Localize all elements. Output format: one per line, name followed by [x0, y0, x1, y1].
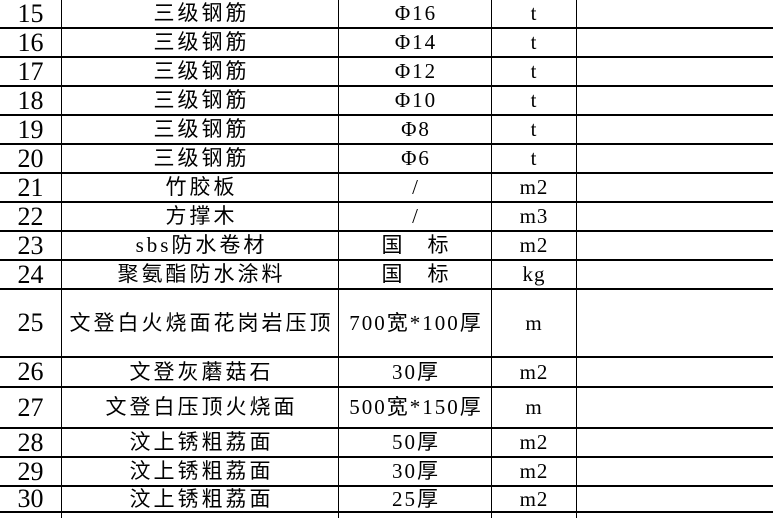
empty-value-cell [577, 87, 773, 116]
spec-cell: Φ14 [339, 29, 492, 58]
empty-value-cell [577, 145, 773, 174]
spec-cell: / [339, 203, 492, 232]
empty-value-cell [577, 487, 773, 513]
empty-value-cell [577, 116, 773, 145]
unit-cell: m2 [492, 174, 577, 203]
row-number-cell: 22 [0, 203, 62, 232]
spec-cell: 国 标 [339, 232, 492, 261]
empty-value-cell [577, 358, 773, 388]
empty-value-cell [577, 458, 773, 487]
material-name-cell: 汶上锈粗荔面 [62, 487, 339, 513]
row-number-cell: 29 [0, 458, 62, 487]
empty-value-cell [577, 261, 773, 290]
partial-row-cell [339, 513, 492, 518]
unit-cell: m [492, 290, 577, 358]
partial-row-cell [62, 513, 339, 518]
empty-value-cell [577, 58, 773, 87]
row-number-cell: 15 [0, 0, 62, 29]
row-number-cell: 19 [0, 116, 62, 145]
empty-value-cell [577, 0, 773, 29]
unit-cell: t [492, 87, 577, 116]
partial-row-cell [0, 513, 62, 518]
empty-value-cell [577, 174, 773, 203]
material-name-cell: 三级钢筋 [62, 0, 339, 29]
unit-cell: t [492, 0, 577, 29]
material-name-cell: 聚氨酯防水涂料 [62, 261, 339, 290]
unit-cell: m2 [492, 458, 577, 487]
row-number-cell: 24 [0, 261, 62, 290]
material-name-cell: 文登白火烧面花岗岩压顶 [62, 290, 339, 358]
spec-cell: Φ16 [339, 0, 492, 29]
material-name-cell: 汶上锈粗荔面 [62, 429, 339, 458]
material-name-cell: 汶上锈粗荔面 [62, 458, 339, 487]
material-name-cell: 文登灰蘑菇石 [62, 358, 339, 388]
row-number-cell: 16 [0, 29, 62, 58]
partial-row-cell [577, 513, 773, 518]
material-name-cell: 方撑木 [62, 203, 339, 232]
empty-value-cell [577, 29, 773, 58]
unit-cell: m [492, 388, 577, 429]
row-number-cell: 17 [0, 58, 62, 87]
partial-row-cell [492, 513, 577, 518]
spec-cell: Φ8 [339, 116, 492, 145]
unit-cell: t [492, 29, 577, 58]
unit-cell: m2 [492, 358, 577, 388]
spec-cell: 50厚 [339, 429, 492, 458]
material-name-cell: 竹胶板 [62, 174, 339, 203]
row-number-cell: 21 [0, 174, 62, 203]
spec-cell: 30厚 [339, 358, 492, 388]
empty-value-cell [577, 203, 773, 232]
row-number-cell: 27 [0, 388, 62, 429]
spec-cell: 500宽*150厚 [339, 388, 492, 429]
material-name-cell: 三级钢筋 [62, 58, 339, 87]
row-number-cell: 18 [0, 87, 62, 116]
spec-cell: 25厚 [339, 487, 492, 513]
unit-cell: t [492, 145, 577, 174]
row-number-cell: 26 [0, 358, 62, 388]
unit-cell: t [492, 116, 577, 145]
material-name-cell: sbs防水卷材 [62, 232, 339, 261]
row-number-cell: 28 [0, 429, 62, 458]
unit-cell: m2 [492, 487, 577, 513]
material-name-cell: 三级钢筋 [62, 145, 339, 174]
spec-cell: Φ6 [339, 145, 492, 174]
spec-cell: Φ10 [339, 87, 492, 116]
empty-value-cell [577, 290, 773, 358]
row-number-cell: 20 [0, 145, 62, 174]
empty-value-cell [577, 232, 773, 261]
material-name-cell: 三级钢筋 [62, 29, 339, 58]
spec-cell: Φ12 [339, 58, 492, 87]
material-name-cell: 三级钢筋 [62, 87, 339, 116]
row-number-cell: 25 [0, 290, 62, 358]
spec-cell: / [339, 174, 492, 203]
unit-cell: kg [492, 261, 577, 290]
unit-cell: t [492, 58, 577, 87]
row-number-cell: 30 [0, 487, 62, 513]
spec-cell: 700宽*100厚 [339, 290, 492, 358]
unit-cell: m2 [492, 232, 577, 261]
spec-cell: 国 标 [339, 261, 492, 290]
material-name-cell: 三级钢筋 [62, 116, 339, 145]
row-number-cell: 23 [0, 232, 62, 261]
material-name-cell: 文登白压顶火烧面 [62, 388, 339, 429]
empty-value-cell [577, 388, 773, 429]
unit-cell: m3 [492, 203, 577, 232]
spec-cell: 30厚 [339, 458, 492, 487]
unit-cell: m2 [492, 429, 577, 458]
empty-value-cell [577, 429, 773, 458]
